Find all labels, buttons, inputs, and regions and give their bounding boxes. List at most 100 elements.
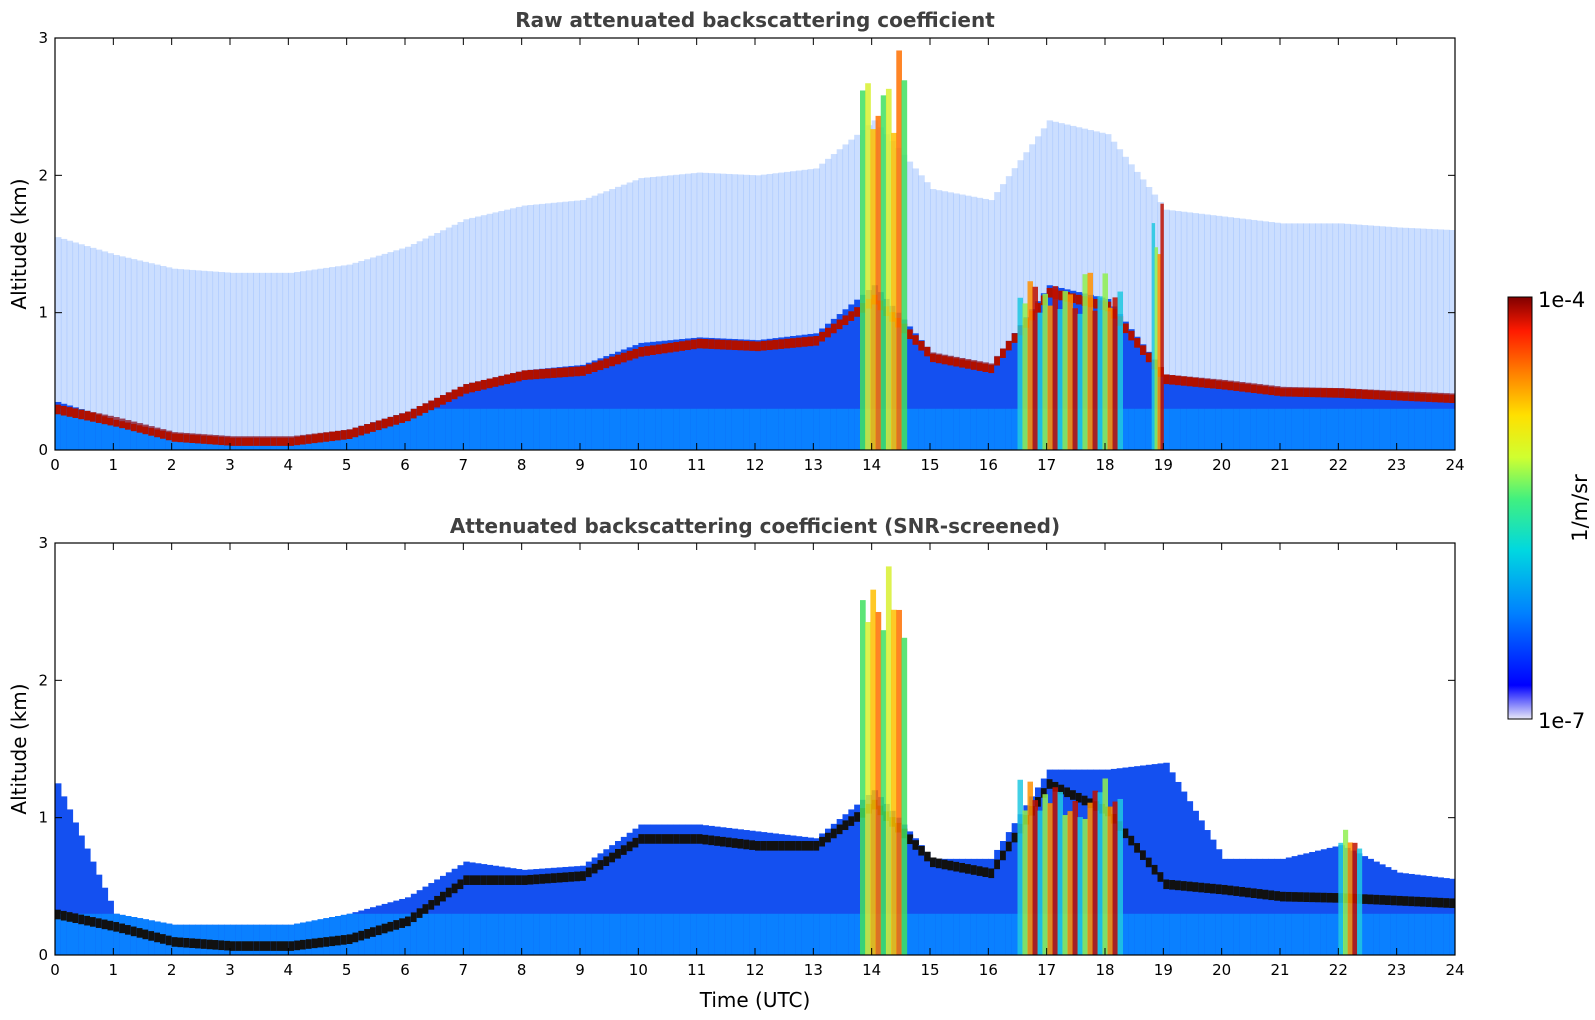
boundary-layer-band	[422, 403, 429, 413]
boundary-layer-band	[1192, 377, 1199, 387]
noise-region	[1221, 216, 1229, 382]
near-surface-layer	[1198, 913, 1205, 955]
noise-region	[1064, 124, 1071, 290]
boundary-layer-band	[597, 860, 604, 870]
noise-region	[620, 184, 628, 350]
backscatter-column	[550, 867, 558, 955]
near-surface-layer	[1198, 408, 1205, 450]
noise-region	[142, 261, 149, 427]
near-surface-layer	[1315, 913, 1322, 955]
boundary-layer-band	[1280, 386, 1287, 397]
noise-region	[230, 272, 237, 438]
noise-region	[1379, 226, 1386, 392]
boundary-layer-band	[165, 935, 173, 946]
boundary-layer-band	[1058, 290, 1065, 301]
noise-region	[305, 270, 313, 436]
near-surface-layer	[1262, 408, 1269, 450]
boundary-layer-band	[130, 926, 138, 937]
near-surface-layer	[1280, 913, 1287, 955]
boundary-layer-band	[574, 871, 581, 882]
boundary-layer-band	[305, 434, 313, 444]
near-surface-layer	[1379, 408, 1386, 450]
near-surface-layer	[708, 408, 715, 450]
boundary-layer-band	[1385, 895, 1392, 906]
near-surface-layer	[101, 416, 109, 450]
near-surface-layer	[410, 913, 418, 955]
noise-region	[1204, 214, 1211, 380]
backscatter-column	[737, 829, 744, 955]
backscatter-column	[1163, 762, 1170, 955]
near-surface-layer	[755, 913, 762, 955]
boundary-layer-band	[632, 837, 639, 848]
boundary-layer-band	[795, 337, 803, 348]
boundary-layer-band	[375, 925, 383, 936]
boundary-layer-band	[1180, 881, 1188, 891]
boundary-layer-band	[434, 397, 441, 408]
backscatter-column	[1210, 839, 1217, 955]
feature-column	[901, 637, 908, 955]
noise-region	[410, 244, 418, 409]
noise-region	[90, 247, 97, 413]
near-surface-layer	[1390, 913, 1398, 955]
boundary-layer-band	[918, 845, 925, 856]
boundary-layer-band	[766, 841, 774, 851]
noise-region	[1332, 223, 1339, 389]
boundary-layer-band	[311, 433, 319, 444]
boundary-layer-band	[615, 848, 622, 859]
near-surface-layer	[381, 913, 389, 955]
boundary-layer-band	[276, 436, 284, 446]
x-tick-label: 4	[284, 961, 294, 979]
x-tick-label: 8	[517, 456, 527, 474]
backscatter-column	[84, 848, 91, 955]
backscatter-column	[539, 868, 546, 955]
boundary-layer-band	[1239, 887, 1246, 897]
backscatter-column	[720, 827, 727, 955]
near-surface-layer	[603, 913, 610, 955]
boundary-layer-band	[1268, 385, 1275, 396]
near-surface-layer	[1169, 913, 1176, 955]
backscatter-column	[1000, 348, 1007, 450]
near-surface-layer	[1215, 408, 1223, 450]
boundary-layer-band	[1320, 387, 1328, 398]
boundary-layer-band	[854, 812, 861, 822]
boundary-layer-band	[830, 828, 838, 839]
boundary-layer-band	[597, 360, 604, 371]
colorbar-min-label: 1e-7	[1538, 709, 1585, 733]
y-tick-label: 2	[38, 671, 48, 689]
near-surface-layer	[1303, 408, 1310, 450]
feature-column	[1077, 817, 1083, 955]
noise-region	[480, 215, 488, 380]
noise-region	[247, 272, 254, 438]
near-surface-layer	[597, 408, 604, 450]
x-tick-label: 24	[1445, 456, 1464, 474]
boundary-layer-band	[906, 834, 914, 845]
boundary-layer-band	[154, 427, 161, 438]
near-surface-layer	[335, 431, 342, 450]
backscatter-column	[451, 868, 459, 955]
backscatter-column	[906, 326, 914, 450]
boundary-layer-band	[451, 883, 459, 894]
boundary-layer-band	[1443, 898, 1450, 908]
backscatter-column	[819, 833, 826, 955]
feature-column	[860, 600, 866, 955]
boundary-layer-band	[545, 368, 552, 379]
backscatter-column	[1134, 766, 1141, 955]
boundary-layer-band	[667, 342, 674, 353]
boundary-layer-band	[1385, 390, 1392, 401]
near-surface-layer	[1367, 408, 1374, 450]
feature-column	[875, 115, 882, 450]
noise-region	[428, 235, 435, 401]
boundary-layer-band	[1145, 857, 1153, 868]
colorbar-max-label: 1e-4	[1538, 288, 1585, 312]
near-surface-layer	[84, 913, 91, 955]
backscatter-column	[515, 869, 523, 955]
x-tick-label: 0	[50, 456, 60, 474]
boundary-layer-band	[253, 941, 260, 951]
near-surface-layer	[393, 415, 400, 450]
near-surface-layer	[597, 913, 604, 955]
noise-region	[731, 174, 739, 340]
boundary-layer-band	[160, 934, 167, 944]
near-surface-layer	[463, 408, 470, 450]
near-surface-layer	[813, 913, 820, 955]
